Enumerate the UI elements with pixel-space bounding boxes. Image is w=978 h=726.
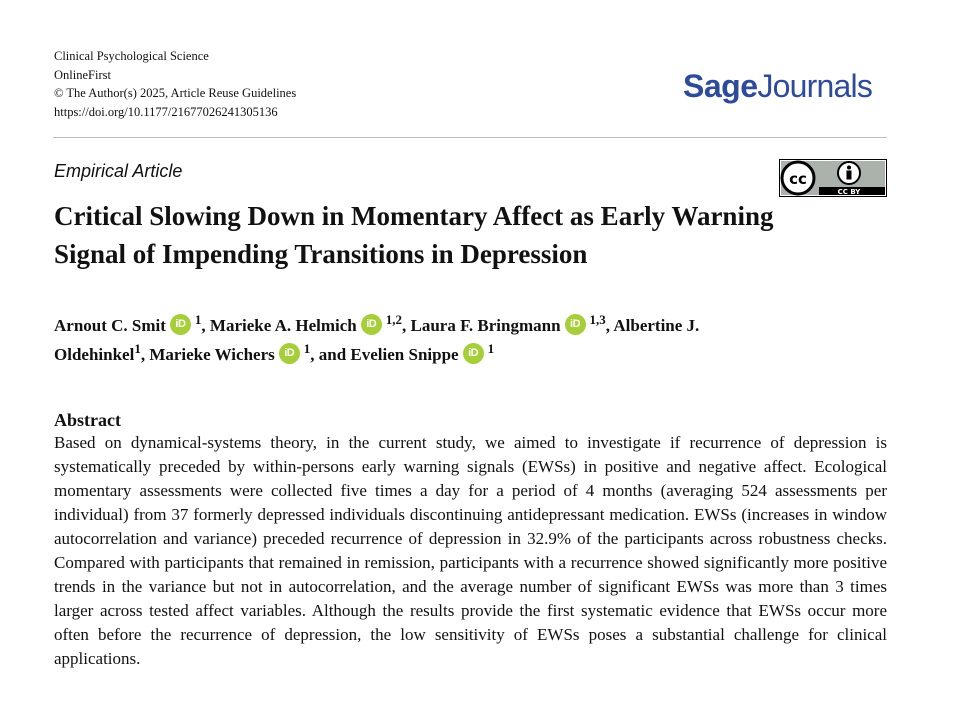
author-separator: , xyxy=(605,316,614,335)
header-divider xyxy=(53,137,887,138)
author-separator: , xyxy=(201,316,210,335)
cc-by-label: CC BY xyxy=(838,188,862,196)
orcid-icon[interactable]: iD xyxy=(462,343,484,364)
author-separator: , xyxy=(402,316,411,335)
author-separator: , xyxy=(140,345,150,364)
author-list: Arnout C. Smit iD 1, Marieke A. Helmich iD 1… xyxy=(54,311,854,369)
orcid-icon[interactable]: iD xyxy=(169,314,191,335)
orcid-icon[interactable]: iD xyxy=(564,314,586,335)
logo-secondary: Journals xyxy=(757,68,873,104)
author-name[interactable]: Arnout C. Smit xyxy=(54,316,166,335)
affiliation-marker[interactable]: 1 xyxy=(487,341,495,356)
svg-text:cc: cc xyxy=(789,170,807,188)
author-name[interactable]: Albertine J. Oldehinkel xyxy=(54,316,700,364)
journal-info: Clinical Psychological Science OnlineFir… xyxy=(54,47,296,121)
logo-primary: Sage xyxy=(683,68,758,104)
orcid-icon[interactable]: iD xyxy=(360,314,382,335)
article-title: Critical Slowing Down in Momentary Affec… xyxy=(54,201,774,269)
orcid-label: iD xyxy=(175,318,186,330)
author-name[interactable]: Marieke A. Helmich xyxy=(209,316,357,335)
author-name[interactable]: Marieke Wichers xyxy=(149,345,275,364)
doi-link[interactable]: https://doi.org/10.1177/2167702624130513… xyxy=(54,104,278,119)
article-type: Empirical Article xyxy=(54,161,183,181)
abstract-text: Based on dynamical-systems theory, in th… xyxy=(54,433,887,668)
orcid-label: iD xyxy=(468,347,479,359)
author-name[interactable]: Evelien Snippe xyxy=(350,345,459,364)
publication-status: OnlineFirst xyxy=(54,67,111,82)
abstract-heading: Abstract xyxy=(54,410,121,430)
copyright-text[interactable]: © The Author(s) 2025, Article Reuse Guid… xyxy=(54,86,297,100)
orcid-label: iD xyxy=(570,318,581,330)
author-separator: , and xyxy=(310,345,351,364)
affiliation-marker[interactable]: 1,2 xyxy=(385,312,402,327)
sage-journals-logo[interactable]: SageJournals xyxy=(683,68,887,108)
affiliation-marker[interactable]: 1 xyxy=(303,341,311,356)
author-name[interactable]: Laura F. Bringmann xyxy=(410,316,561,335)
copyright-notice: © The Author(s) 2025, Article Reuse Guid… xyxy=(54,84,296,103)
orcid-icon[interactable]: iD xyxy=(278,343,300,364)
orcid-label: iD xyxy=(366,318,377,330)
cc-by-icon[interactable]: CC BY cc xyxy=(779,159,887,197)
affiliation-marker[interactable]: 1,3 xyxy=(589,312,606,327)
affiliation-marker[interactable]: 1 xyxy=(194,312,202,327)
journal-name[interactable]: Clinical Psychological Science xyxy=(54,49,209,63)
orcid-label: iD xyxy=(284,347,295,359)
affiliation-marker[interactable]: 1 xyxy=(134,341,141,356)
